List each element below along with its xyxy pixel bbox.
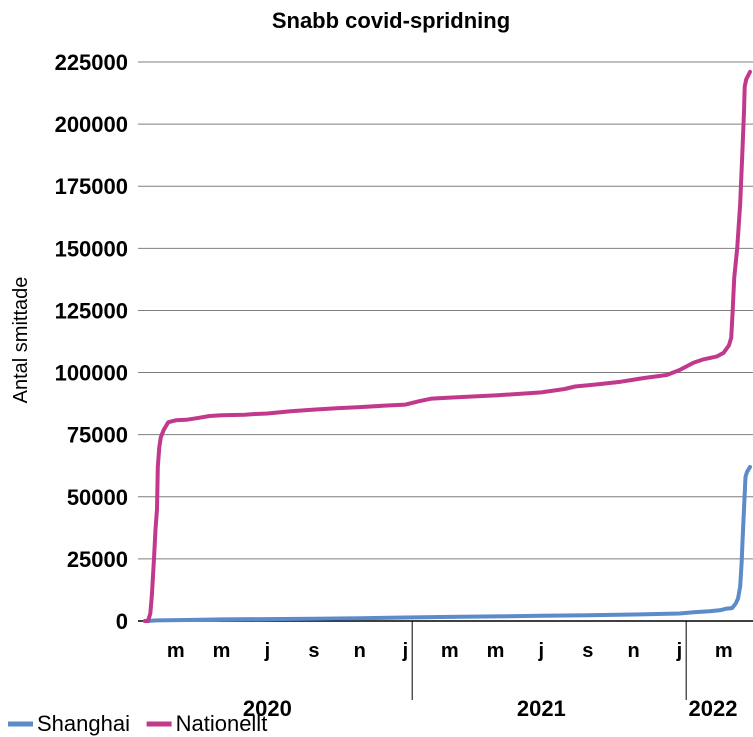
x-tick-label: m xyxy=(441,640,459,662)
x-tick-label: j xyxy=(264,640,271,662)
year-label: 2021 xyxy=(517,696,566,721)
y-tick-label: 50000 xyxy=(67,485,128,510)
y-tick-label: 125000 xyxy=(55,298,128,323)
y-tick-label: 75000 xyxy=(67,423,128,448)
x-tick-label: n xyxy=(354,640,366,662)
y-tick-label: 0 xyxy=(116,609,128,634)
y-tick-label: 225000 xyxy=(55,50,128,75)
series-line-shanghai xyxy=(143,465,752,623)
y-tick-label: 175000 xyxy=(55,174,128,199)
x-tick-label: m xyxy=(487,640,505,662)
legend-label: Shanghai xyxy=(37,711,130,736)
year-label: 2020 xyxy=(243,696,292,721)
y-tick-label: 200000 xyxy=(55,112,128,137)
y-tick-label: 150000 xyxy=(55,236,128,261)
y-axis-label: Antal smittade xyxy=(10,277,32,404)
x-tick-label: n xyxy=(628,640,640,662)
year-label: 2022 xyxy=(689,696,738,721)
y-tick-label: 25000 xyxy=(67,547,128,572)
x-tick-label: j xyxy=(676,640,683,662)
x-tick-label: j xyxy=(538,640,545,662)
x-tick-label: m xyxy=(213,640,231,662)
legend: Shanghai Nationellt xyxy=(8,711,267,736)
x-tick-label: j xyxy=(402,640,409,662)
x-tick-label: s xyxy=(582,640,593,662)
series-lines xyxy=(143,69,752,623)
x-axis: m m j s n j m m j s n j m 2020 2021 2022 xyxy=(167,621,738,721)
chart-title: Snabb covid-spridning xyxy=(272,8,510,33)
y-tick-label: 100000 xyxy=(55,361,128,386)
series-line-nationellt xyxy=(143,69,752,623)
x-tick-label: m xyxy=(167,640,185,662)
gridlines xyxy=(138,61,753,622)
legend-label: Nationellt xyxy=(176,711,268,736)
x-tick-label: m xyxy=(715,640,733,662)
y-axis-ticks: 0 25000 50000 75000 100000 125000 150000 175000… xyxy=(55,50,128,634)
x-tick-label: s xyxy=(308,640,319,662)
